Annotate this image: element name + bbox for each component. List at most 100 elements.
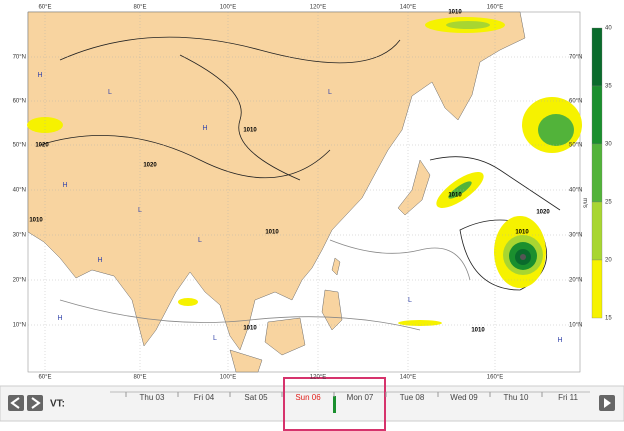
typhoon-eye <box>520 254 526 260</box>
timeline-day[interactable]: Sat 05 <box>244 393 268 402</box>
isobar-label: 1010 <box>515 230 529 236</box>
colorbar-tick: 30 <box>605 142 612 148</box>
pressure-center: H <box>57 315 62 322</box>
timeline-day[interactable]: Thu 03 <box>140 393 165 402</box>
lat-label: 20°N <box>13 278 26 284</box>
lat-label: 60°N <box>13 99 26 105</box>
isobar-label: 1010 <box>265 230 279 236</box>
lat-label: 10°N <box>569 323 582 329</box>
isobar <box>329 239 471 281</box>
isobar-label: 1010 <box>243 326 257 332</box>
lat-label: 40°N <box>13 188 26 194</box>
pressure-center: H <box>202 125 207 132</box>
isobar <box>459 219 548 291</box>
lon-label: 140°E <box>400 375 416 381</box>
pressure-center: L <box>198 237 202 244</box>
isobar <box>59 36 401 64</box>
borneo <box>264 317 306 356</box>
timeline-day[interactable]: Fri 04 <box>194 393 215 402</box>
wind-area <box>178 298 198 306</box>
timeline-day[interactable]: Thu 10 <box>504 393 529 402</box>
timeline-day[interactable]: Mon 07 <box>347 393 374 402</box>
lon-label: 140°E <box>400 5 416 11</box>
isobar-label: 1010 <box>471 328 485 334</box>
lon-label: 80°E <box>133 5 146 11</box>
timeline-day[interactable]: Fri 11 <box>558 393 578 402</box>
lon-label: 120°E <box>310 5 326 11</box>
timeline-day[interactable]: Sun 06 <box>295 393 321 402</box>
pressure-center: L <box>408 297 412 304</box>
pressure-center: L <box>328 89 332 96</box>
isobar <box>179 54 301 181</box>
colorbar-unit: m/s <box>581 198 587 208</box>
colorbar-tick: 25 <box>605 200 612 206</box>
arrow-icon <box>10 397 20 409</box>
lon-label: 100°E <box>220 5 236 11</box>
lat-label: 50°N <box>13 143 26 149</box>
pressure-center: H <box>37 72 42 79</box>
lat-label: 50°N <box>569 143 582 149</box>
prev-button[interactable] <box>8 395 24 411</box>
wind-area <box>27 117 63 133</box>
pressure-center: L <box>213 335 217 342</box>
lat-label: 10°N <box>13 323 26 329</box>
button-bg[interactable] <box>8 395 24 411</box>
lat-label: 30°N <box>569 233 582 239</box>
lat-label: 70°N <box>569 55 582 61</box>
colorbar-segment <box>591 85 603 145</box>
isobar-label: 1010 <box>243 128 257 134</box>
wind-shading <box>27 17 582 326</box>
asia <box>27 11 526 351</box>
colorbar-segment <box>591 201 603 261</box>
arrow-icon <box>31 397 41 409</box>
highlight-box <box>283 377 386 431</box>
timeline-day[interactable]: Wed 09 <box>450 393 478 402</box>
pressure-center: L <box>108 89 112 96</box>
wind-area <box>538 114 574 146</box>
lon-label: 80°E <box>133 375 146 381</box>
lon-label: 120°E <box>310 375 326 381</box>
lon-label: 100°E <box>220 375 236 381</box>
colorbar-tick: 40 <box>605 26 612 32</box>
isobars <box>39 36 561 331</box>
wind-area <box>446 21 490 29</box>
button-bg[interactable] <box>27 395 43 411</box>
pressure-center: H <box>97 257 102 264</box>
colorbar-tick: 15 <box>605 316 612 322</box>
colorbar-segment <box>591 259 603 319</box>
pressure-center: L <box>138 207 142 214</box>
current-marker <box>333 396 336 413</box>
wind-area <box>398 320 442 326</box>
play-icon <box>604 398 611 408</box>
taiwan <box>331 257 341 276</box>
isobar-label: 1020 <box>143 163 157 169</box>
lon-label: 60°E <box>38 375 51 381</box>
isobar <box>429 156 561 211</box>
isobar <box>39 135 331 179</box>
land <box>27 11 526 373</box>
colorbar-tick: 20 <box>605 258 612 264</box>
lon-label: 160°E <box>487 5 503 11</box>
colorbar-segment <box>591 143 603 203</box>
lon-label: 60°E <box>38 5 51 11</box>
isobar-label: 1010 <box>448 10 462 16</box>
lat-label: 70°N <box>13 55 26 61</box>
play-button[interactable] <box>599 395 615 411</box>
pressure-center: H <box>557 337 562 344</box>
next-button[interactable] <box>27 395 43 411</box>
vt-label: VT: <box>50 399 65 410</box>
isobar <box>59 299 421 331</box>
isobar-label: 1020 <box>35 143 49 149</box>
lat-label: 20°N <box>569 278 582 284</box>
pressure-center: H <box>62 182 67 189</box>
sumatra <box>229 349 263 373</box>
lat-label: 30°N <box>13 233 26 239</box>
lon-label: 160°E <box>487 375 503 381</box>
isobar-label: 1020 <box>536 210 550 216</box>
timeline-day[interactable]: Tue 08 <box>400 393 425 402</box>
colorbar-tick: 35 <box>605 84 612 90</box>
lat-label: 60°N <box>569 99 582 105</box>
timeline-bar <box>0 385 624 422</box>
